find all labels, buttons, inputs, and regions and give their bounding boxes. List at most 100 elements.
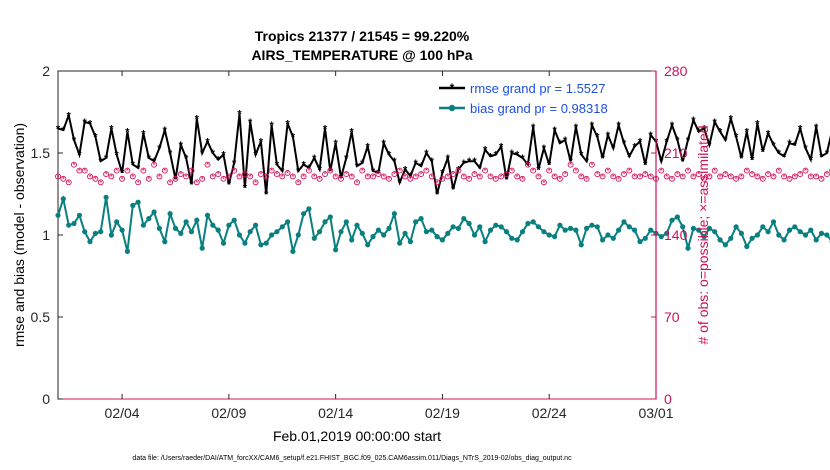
bias-point — [418, 216, 424, 222]
obs-assimilated-point: * — [387, 175, 390, 184]
rmse-point: * — [195, 114, 200, 126]
rmse-point: * — [526, 160, 531, 172]
obs-assimilated-point: * — [751, 171, 754, 180]
obs-assimilated-point: * — [580, 173, 583, 182]
obs-possible-point — [562, 171, 569, 178]
obs-assimilated-point: * — [72, 161, 75, 170]
rmse-point: * — [350, 127, 355, 139]
obs-assimilated-point: * — [719, 173, 722, 182]
rmse-point: * — [189, 179, 194, 191]
rmse-point: * — [739, 153, 744, 165]
obs-assimilated-point: * — [510, 167, 513, 176]
obs-assimilated-point: * — [564, 171, 567, 180]
bias-point — [98, 229, 104, 235]
obs-assimilated-point: * — [174, 175, 177, 184]
bias-point — [605, 232, 611, 238]
obs-possible-point — [396, 167, 403, 174]
obs-possible-point — [460, 173, 467, 180]
obs-assimilated-point: * — [825, 171, 828, 180]
obs-assimilated-point: * — [275, 171, 278, 180]
bias-point — [503, 229, 510, 235]
rmse-point: * — [649, 130, 654, 142]
rmse-point: * — [125, 127, 130, 139]
rmse-point: * — [253, 150, 258, 162]
rmse-point: * — [563, 135, 568, 147]
obs-possible-point — [402, 173, 409, 180]
obs-assimilated-point: * — [56, 173, 59, 182]
y-right-tick-label: 140 — [664, 227, 688, 243]
obs-possible-point — [604, 167, 611, 174]
bias-point — [637, 239, 643, 245]
bias-point — [482, 239, 488, 245]
bias-point — [92, 230, 98, 236]
obs-assimilated-point: * — [681, 173, 684, 182]
rmse-point: * — [697, 127, 702, 139]
bias-point — [327, 214, 333, 220]
obs-assimilated-point: * — [553, 173, 556, 182]
bias-point — [391, 211, 397, 217]
rmse-point: * — [440, 168, 445, 180]
obs-possible-point — [338, 175, 344, 182]
rmse-point: * — [424, 148, 429, 160]
rmse-point: * — [435, 189, 440, 201]
bias-point — [680, 224, 686, 230]
legend-bias-marker — [448, 104, 456, 112]
obs-assimilated-point: * — [83, 167, 86, 176]
obs-assimilated-point: * — [494, 175, 497, 184]
obs-possible-point — [209, 173, 216, 180]
bias-point — [429, 227, 435, 233]
rmse-point: * — [675, 135, 680, 147]
bias-point — [669, 217, 675, 223]
obs-assimilated-point: * — [628, 167, 631, 176]
obs-assimilated-point: * — [404, 173, 407, 182]
obs-possible-point — [113, 167, 120, 174]
rmse-point: * — [179, 140, 184, 152]
obs-assimilated-point: * — [126, 167, 129, 176]
bias-point — [717, 237, 723, 243]
obs-assimilated-point: * — [339, 175, 342, 184]
chart-title-line1: Tropics 21377 / 21545 = 99.220% — [255, 28, 470, 44]
bias-point — [786, 227, 793, 233]
obs-assimilated-point: * — [414, 173, 417, 182]
rmse-point: * — [579, 150, 584, 162]
bias-point — [242, 240, 248, 246]
bias-point — [685, 245, 691, 251]
bias-point — [642, 235, 648, 241]
bias-point — [466, 220, 472, 227]
obs-possible-point — [572, 167, 579, 174]
obs-possible-point — [167, 179, 174, 186]
bias-point — [269, 232, 275, 238]
rmse-point: * — [264, 189, 269, 201]
obs-possible-point — [797, 171, 804, 178]
obs-possible-point — [172, 175, 179, 182]
bias-point — [461, 216, 467, 222]
obs-assimilated-point: * — [115, 167, 118, 176]
rmse-point: * — [67, 110, 72, 122]
obs-possible-point — [343, 171, 350, 178]
bias-point — [733, 224, 739, 230]
x-tick-label: 02/24 — [532, 405, 567, 421]
obs-possible-point — [145, 175, 152, 182]
bias-point — [434, 234, 440, 240]
obs-possible-point — [508, 167, 515, 174]
obs-assimilated-point: * — [88, 173, 91, 182]
chart-title-line2: AIRS_TEMPERATURE @ 100 hPa — [251, 47, 472, 63]
obs-possible-point — [103, 171, 110, 178]
obs-possible-point — [759, 175, 766, 182]
rmse-point: * — [750, 155, 755, 167]
obs-assimilated-point: * — [740, 173, 743, 182]
bias-point — [445, 230, 451, 236]
bias-point — [535, 224, 542, 230]
obs-assimilated-point: * — [420, 171, 423, 180]
obs-possible-point — [519, 175, 526, 182]
obs-possible-point — [257, 171, 264, 178]
obs-possible-point — [252, 179, 259, 186]
obs-possible-point — [418, 171, 425, 178]
obs-possible-point — [567, 161, 574, 168]
rmse-point: * — [456, 164, 461, 176]
obs-possible-point — [316, 175, 323, 182]
obs-assimilated-point: * — [206, 161, 209, 170]
rmse-point: * — [771, 140, 776, 152]
obs-possible-point — [786, 175, 793, 182]
